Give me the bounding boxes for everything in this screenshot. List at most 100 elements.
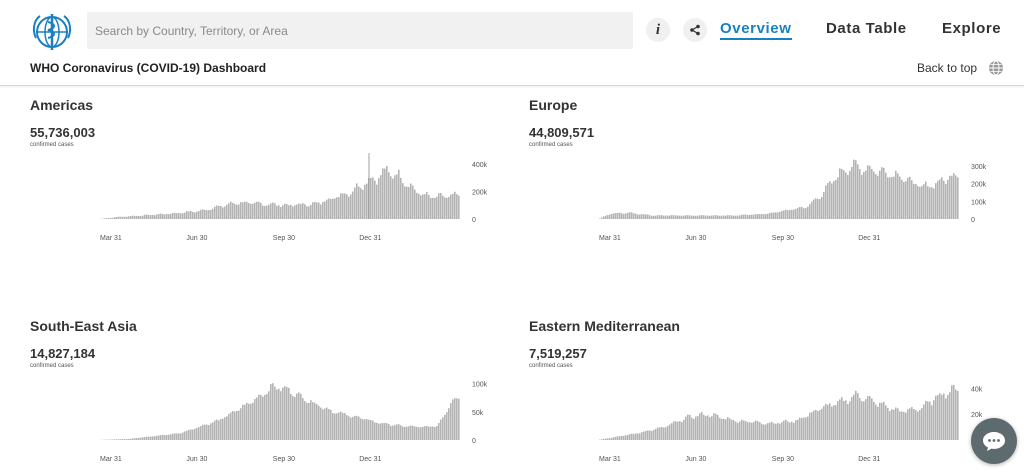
chart-bar xyxy=(815,198,817,219)
chart-bar xyxy=(849,401,851,440)
chart-bar xyxy=(793,422,795,440)
chart-bar xyxy=(152,436,154,440)
chart-bar xyxy=(272,202,274,219)
chart-bar xyxy=(120,439,122,440)
chart-bar xyxy=(635,213,637,219)
chart-bar xyxy=(434,427,436,440)
chart-bar xyxy=(206,424,208,440)
chart-bar xyxy=(657,215,659,219)
chart-bar xyxy=(162,434,164,440)
chart-bar xyxy=(190,210,192,219)
chart-bar xyxy=(348,196,350,219)
chart-bar xyxy=(294,396,296,440)
chart-bar xyxy=(258,201,260,219)
chart-bar xyxy=(142,437,144,440)
info-button[interactable]: i xyxy=(646,18,670,42)
chart-bar xyxy=(280,391,282,440)
confirmed-cases-count: 44,809,571 xyxy=(529,125,595,140)
chart-bar xyxy=(725,419,727,440)
chart-bar xyxy=(649,430,651,440)
chart-bar xyxy=(280,207,282,219)
chart-bar xyxy=(777,212,779,219)
x-tick-label: Mar 31 xyxy=(599,235,621,242)
x-tick-label: Jun 30 xyxy=(685,456,706,463)
y-tick-label: 100k xyxy=(472,382,488,389)
chart-bar xyxy=(927,401,929,440)
chart-bar xyxy=(855,160,857,219)
region-title: Europe xyxy=(529,97,578,113)
chart-bar xyxy=(164,214,166,219)
chart-bar xyxy=(817,410,819,440)
chart-bar xyxy=(827,182,829,219)
chart-bar xyxy=(418,427,420,440)
chart-bar xyxy=(751,214,753,219)
chart-bar xyxy=(440,192,442,219)
chart-bar xyxy=(450,194,452,219)
chart-bar xyxy=(799,417,801,440)
back-to-top-link[interactable]: Back to top xyxy=(917,61,978,75)
chart-bar xyxy=(861,174,863,219)
y-tick-label: 50k xyxy=(472,410,484,417)
chart-americas[interactable]: 400k 200k 0 Mar 31 Jun 30 Sep 30 Dec 31 xyxy=(100,153,500,247)
chart-bar xyxy=(707,215,709,219)
chart-bar xyxy=(865,170,867,219)
chart-bar xyxy=(122,439,124,440)
chart-bar xyxy=(180,433,182,440)
nav-overview[interactable]: Overview xyxy=(720,20,792,40)
chart-bar xyxy=(643,431,645,440)
search-input[interactable] xyxy=(87,12,633,49)
chart-bar xyxy=(404,186,406,219)
chart-bar xyxy=(394,425,396,440)
chart-bar xyxy=(781,211,783,219)
share-button[interactable] xyxy=(683,18,707,42)
chart-bar xyxy=(318,202,320,219)
who-logo-icon[interactable] xyxy=(28,10,76,54)
chart-bar xyxy=(793,209,795,219)
chart-south-east-asia[interactable]: 100k 50k 0 Mar 31 Jun 30 Sep 30 Dec 31 xyxy=(100,378,500,468)
chart-bar xyxy=(755,420,757,440)
chart-bar xyxy=(284,386,286,440)
chart-bar xyxy=(152,214,154,219)
chart-europe[interactable]: 300k 200k 100k 0 Mar 31 Jun 30 Sep 30 Dec 31 xyxy=(599,157,999,247)
nav-data-table[interactable]: Data Table xyxy=(826,20,907,37)
chart-bar xyxy=(172,212,174,219)
region-panel-europe: Europe 44,809,571 confirmed cases 300k 20… xyxy=(529,97,987,247)
chart-bar xyxy=(917,185,919,219)
chart-bar xyxy=(795,208,797,219)
chart-bar xyxy=(747,215,749,219)
region-title: Americas xyxy=(30,97,94,113)
chart-eastern-mediterranean[interactable]: 40k 20k Mar 31 Jun 30 Sep 30 Dec 31 xyxy=(599,378,999,468)
chart-bar xyxy=(156,435,158,440)
chart-bar xyxy=(186,211,188,219)
confirmed-cases-count: 55,736,003 xyxy=(30,125,96,140)
chart-bar xyxy=(715,215,717,219)
chart-bar xyxy=(376,422,378,440)
nav-explore[interactable]: Explore xyxy=(942,20,1002,37)
chart-bar xyxy=(120,216,122,219)
chart-bar xyxy=(358,186,360,219)
chat-button[interactable] xyxy=(971,418,1017,464)
chart-bar xyxy=(901,411,903,440)
chart-bar xyxy=(859,398,861,440)
chart-bar xyxy=(779,211,781,219)
chart-bar xyxy=(911,180,913,219)
chart-bar xyxy=(286,386,288,440)
chart-bar xyxy=(304,401,306,440)
chart-bar xyxy=(366,419,368,440)
chart-bar xyxy=(372,177,374,219)
chart-bar xyxy=(891,409,893,440)
chart-bar xyxy=(296,393,298,440)
chart-bar xyxy=(262,396,264,440)
chart-bar xyxy=(270,203,272,219)
chart-bar xyxy=(362,419,364,440)
y-tick-label: 40k xyxy=(971,386,983,393)
chart-bar xyxy=(745,421,747,440)
chart-bar xyxy=(625,213,627,219)
globe-icon[interactable] xyxy=(988,60,1004,76)
chart-bar xyxy=(609,438,611,440)
chart-bar xyxy=(881,402,883,440)
chart-bar xyxy=(705,415,707,440)
chart-bar xyxy=(663,427,665,440)
chart-bar xyxy=(813,410,815,440)
chart-bar xyxy=(791,421,793,440)
